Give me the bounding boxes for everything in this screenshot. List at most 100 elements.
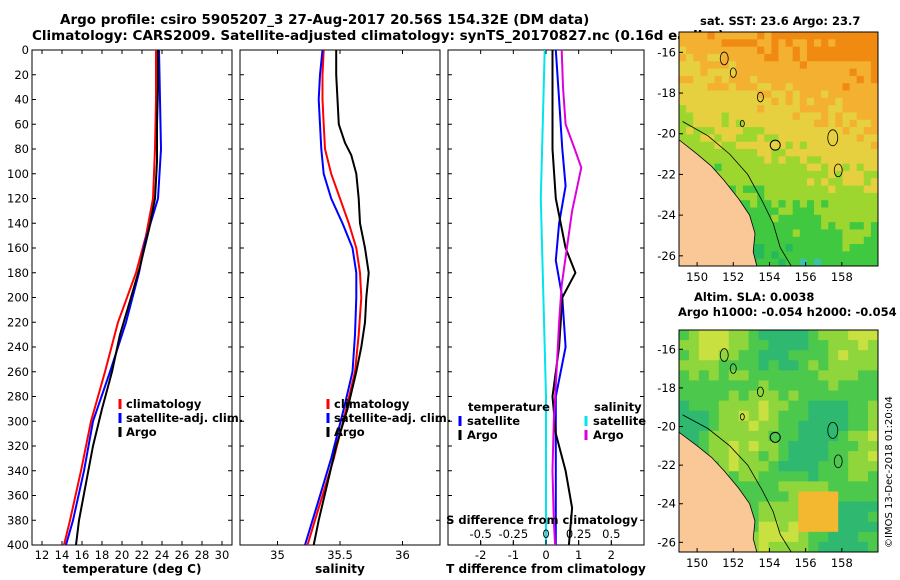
y-tick-label: 240 (7, 340, 29, 354)
map-cell (708, 330, 720, 341)
map-cell (821, 251, 829, 260)
map-cell (686, 112, 694, 121)
map-cell (806, 185, 815, 194)
map-cell (868, 491, 878, 503)
map-cell (848, 491, 859, 503)
map-cell (808, 360, 819, 371)
map-cell (748, 400, 760, 412)
map-cell (771, 32, 780, 40)
map-cell (798, 481, 809, 493)
map-cell (728, 75, 737, 84)
y-tick-label: 0 (22, 43, 29, 57)
map-cell (842, 119, 851, 128)
map-cell (757, 251, 765, 260)
map-cell (778, 420, 790, 432)
map-cell (863, 244, 872, 252)
map-cell (778, 214, 787, 223)
map-cell (758, 521, 770, 533)
map-cell (842, 192, 851, 201)
map-cell (714, 61, 723, 70)
map-cell (742, 163, 751, 172)
x-tick-label: 16 (75, 548, 90, 562)
map-cell (838, 541, 849, 552)
map-cell (771, 229, 780, 238)
map-cell (750, 90, 758, 99)
map-cell (679, 46, 687, 55)
map-cell (814, 112, 822, 121)
map-cell (821, 192, 829, 201)
map-cell (792, 163, 801, 172)
map-cell (721, 61, 730, 70)
map-cell (698, 430, 710, 442)
map-cell (728, 441, 740, 452)
map-cell (738, 400, 750, 412)
map-cell (798, 410, 809, 422)
map-cell (742, 134, 751, 143)
map-cell (858, 461, 869, 472)
map-cell (757, 112, 765, 121)
map-cell (818, 531, 829, 543)
map-cell (849, 61, 858, 70)
land-mass (679, 139, 758, 266)
map-cell (707, 112, 716, 121)
map-cell (764, 32, 772, 40)
map-cell (768, 420, 780, 432)
map-cell (778, 127, 787, 135)
map-cell (821, 185, 829, 194)
map-cell (828, 39, 836, 48)
map-cell (835, 258, 844, 266)
map-cell (679, 75, 687, 84)
map-cell (808, 410, 819, 422)
map-x-tick-label: 156 (795, 556, 817, 570)
map-cell (808, 511, 819, 523)
map-cell (757, 156, 765, 165)
y-tick-label: 140 (7, 216, 29, 230)
map-cell (792, 39, 801, 48)
map-cell (814, 97, 822, 106)
map-cell (679, 127, 687, 135)
map-cell (686, 75, 694, 84)
map-cell (818, 441, 829, 452)
map-cell (718, 400, 730, 412)
map-cell (728, 141, 737, 150)
map-cell (700, 134, 709, 143)
legend-label: Argo (334, 425, 365, 439)
map-cell (799, 83, 808, 92)
map-cell (856, 251, 865, 260)
map-cell (792, 61, 801, 70)
map-x-tick-label: 150 (686, 556, 708, 570)
map-cell (768, 430, 780, 442)
map-cell (828, 127, 836, 135)
depth-contour (682, 414, 792, 552)
map-cell (686, 97, 694, 106)
legend: temperaturesatelliteArgosalinitysatellit… (458, 400, 646, 442)
reef-outline (719, 51, 729, 66)
map-cell (792, 207, 801, 216)
reef-outline (719, 348, 729, 362)
map-cell (757, 200, 765, 209)
map-cell (835, 178, 844, 187)
map-cell (856, 32, 865, 40)
map-cell (868, 370, 878, 382)
map-cell (808, 491, 819, 503)
map-cell (835, 163, 844, 172)
map-cell (721, 105, 730, 114)
map-cell (758, 531, 770, 543)
map-cell (714, 53, 723, 62)
y-tick-label: 20 (14, 68, 29, 82)
map-cell (718, 430, 730, 442)
map-cell (764, 229, 772, 238)
sdiff-tick-label: 0 (542, 527, 549, 541)
map-cell (806, 236, 815, 245)
map-cell (771, 119, 780, 128)
x-tick-label: 2 (608, 548, 615, 562)
map-cell (848, 441, 859, 452)
map-cell (828, 163, 836, 172)
map-cell (792, 134, 801, 143)
map-cell (679, 360, 690, 371)
map-cell (806, 75, 815, 84)
map-cell (721, 75, 730, 84)
map-cell (686, 119, 694, 128)
y-tick-label: 80 (14, 142, 29, 156)
